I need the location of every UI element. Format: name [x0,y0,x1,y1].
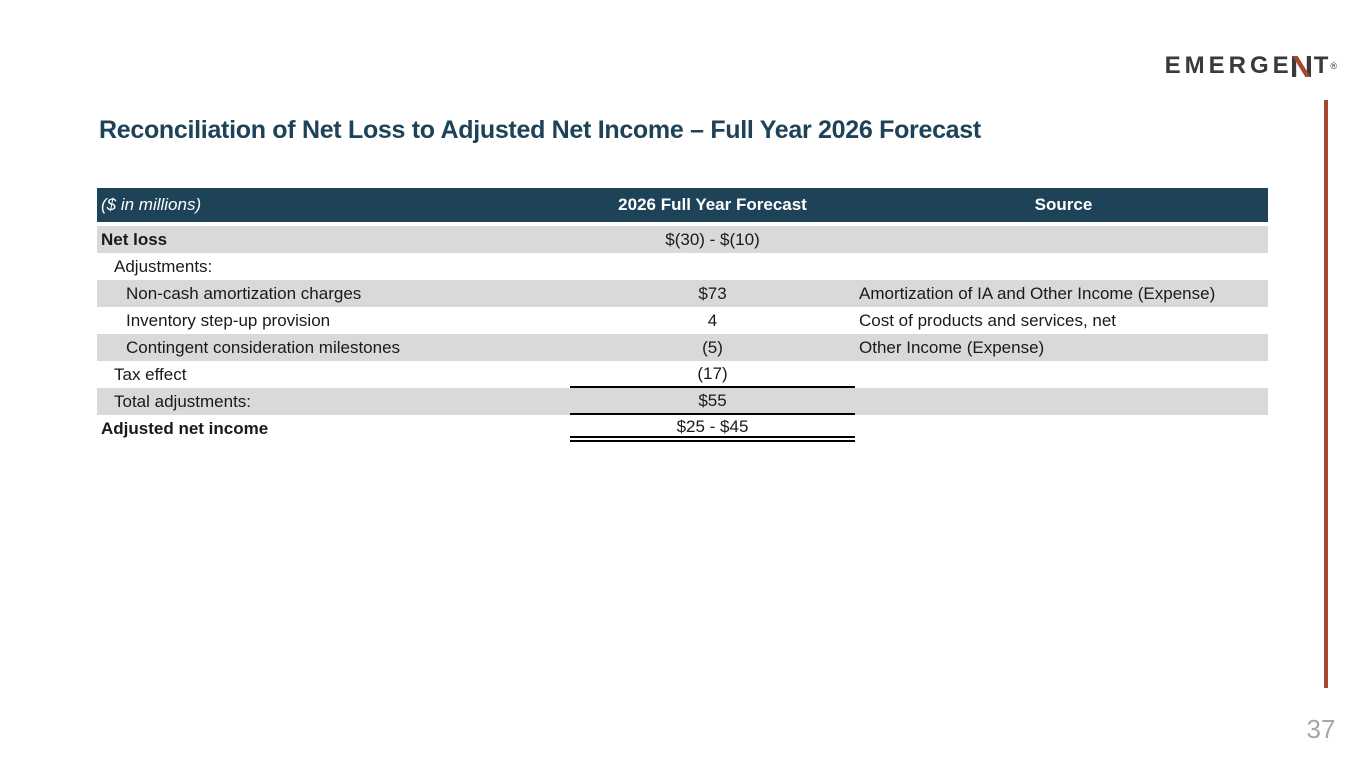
row-source [855,388,1268,415]
header-source: Source [1034,195,1093,214]
reconciliation-table: ($ in millions) 2026 Full Year Forecast … [97,188,1268,442]
table-row: Adjustments: [97,253,1268,280]
table-header-row: ($ in millions) 2026 Full Year Forecast … [97,188,1268,222]
row-label: Inventory step-up provision [126,311,331,330]
row-source [855,415,1268,442]
row-label: Total adjustments: [114,392,252,411]
row-value: $25 - $45 [570,415,855,442]
row-source: Amortization of IA and Other Income (Exp… [859,284,1216,303]
emergent-logo: EMERGE T ® [1165,54,1337,78]
row-source: Other Income (Expense) [859,338,1045,357]
row-source [855,361,1268,388]
row-source [855,253,1268,280]
table-row: Total adjustments: $55 [97,388,1268,415]
row-value: (17) [570,361,855,388]
table-row: Non-cash amortization charges $73 Amorti… [97,280,1268,307]
logo-letter-n-icon [1291,55,1311,77]
row-label: Adjusted net income [101,419,269,438]
row-value: $73 [698,284,727,303]
row-value [570,253,855,280]
row-value: (5) [702,338,723,357]
table-row: Inventory step-up provision 4 Cost of pr… [97,307,1268,334]
table-row: Net loss $(30) - $(10) [97,226,1268,253]
row-value: $55 [570,388,855,415]
row-label: Contingent consideration milestones [126,338,401,357]
table-body: Net loss $(30) - $(10) Adjustments: Non-… [97,226,1268,442]
row-value: 4 [707,311,718,330]
row-label: Net loss [101,230,168,249]
table-row: Adjusted net income $25 - $45 [97,415,1268,442]
logo-trademark: ® [1330,61,1337,71]
header-forecast: 2026 Full Year Forecast [618,195,807,214]
logo-text-before-n: EMERGE [1164,52,1293,79]
row-label: Tax effect [114,365,187,384]
slide-title: Reconciliation of Net Loss to Adjusted N… [99,116,981,144]
table-row: Tax effect (17) [97,361,1268,388]
row-value: $(30) - $(10) [665,230,760,249]
table-row: Contingent consideration milestones (5) … [97,334,1268,361]
header-units: ($ in millions) [101,195,202,214]
row-label: Adjustments: [114,257,213,276]
accent-line [1324,100,1328,688]
page-number: 37 [1306,714,1336,744]
row-source: Cost of products and services, net [859,311,1117,330]
row-source [855,226,1268,253]
logo-text-after-n: T [1313,52,1333,79]
row-label: Non-cash amortization charges [126,284,362,303]
